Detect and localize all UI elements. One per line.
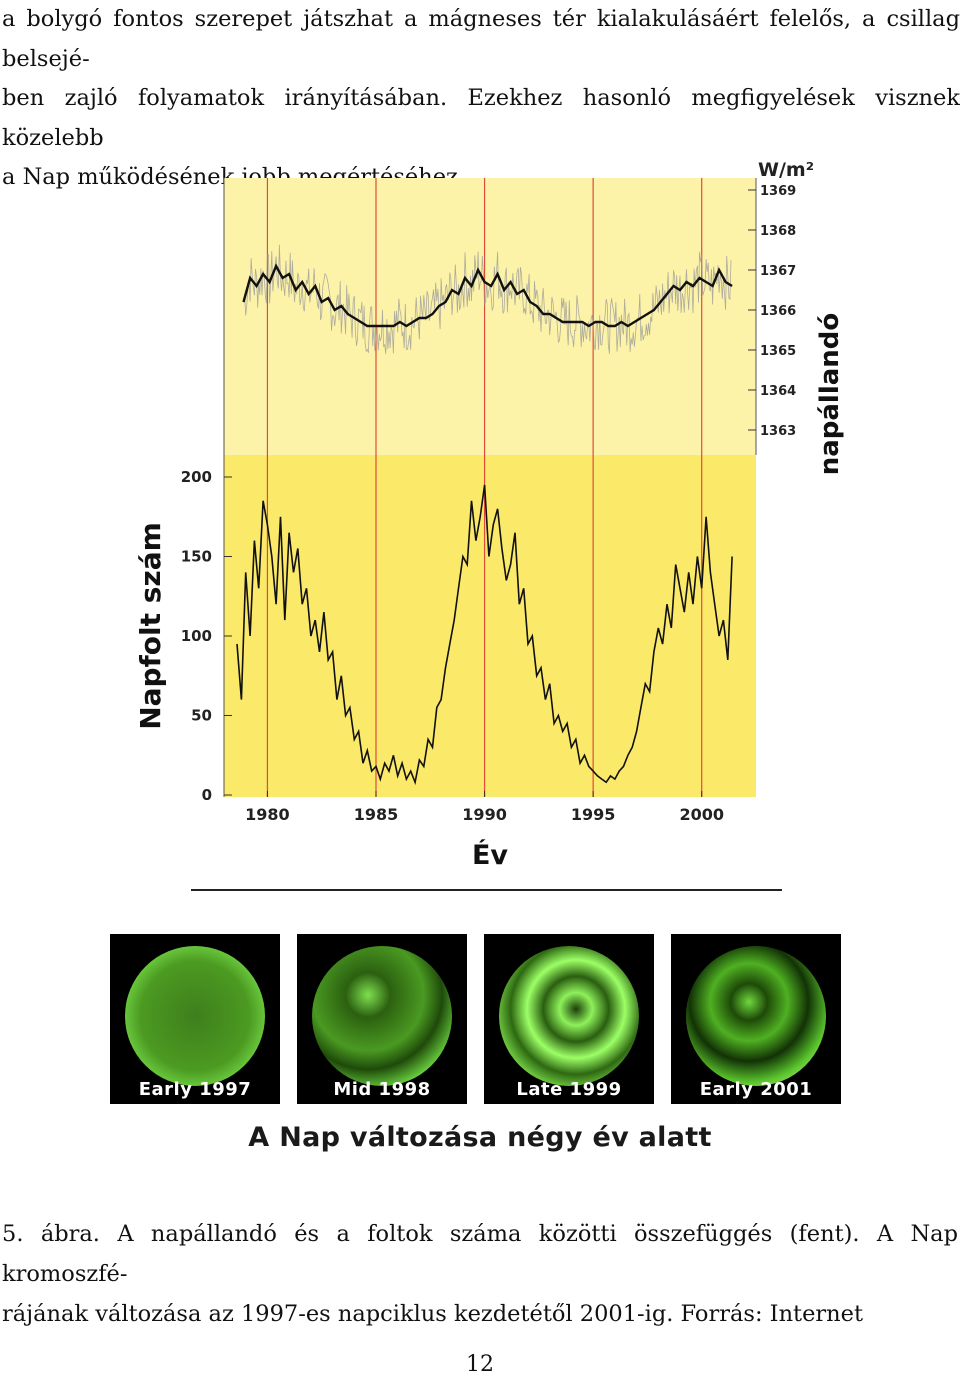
irradiance-tick-label: 1368 (760, 224, 796, 239)
irradiance-tick-label: 1366 (760, 304, 796, 319)
figure-divider (191, 889, 782, 891)
sun-image-mid-1998: Mid 1998 (297, 934, 467, 1104)
sunspot-tick-label: 150 (181, 548, 212, 566)
sun-images-title: A Nap változása négy év alatt (248, 1122, 712, 1153)
sunspot-axis-label: Napfolt szám (134, 522, 167, 730)
sunspot-tick-label: 100 (181, 627, 212, 645)
irradiance-tick-label: 1363 (760, 424, 796, 439)
irradiance-tick-label: 1367 (760, 264, 796, 279)
x-axis-label: Év (472, 839, 508, 871)
irradiance-tick-label: 1369 (760, 184, 796, 199)
sunspot-tick-label: 200 (181, 468, 212, 486)
figure-caption: 5. ábra. A napállandó és a foltok száma … (2, 1214, 958, 1334)
paragraph-line: ben zajló folyamatok irányításában. Ezek… (2, 85, 960, 151)
x-tick-label: 1990 (462, 805, 507, 824)
irradiance-tick-label: 1364 (760, 384, 796, 399)
irradiance-unit-label: W/m² (758, 159, 814, 181)
caption-line: 5. ábra. A napállandó és a foltok száma … (2, 1221, 958, 1287)
sun-chromosphere-icon (686, 946, 826, 1086)
solar-chart: 1363 1364 1365 1366 1367 1368 1369 W/m² napállan… (134, 159, 845, 871)
sun-image-label: Late 1999 (516, 1079, 622, 1100)
irradiance-axis-label: napállandó (815, 313, 845, 476)
x-tick-label: 2000 (679, 805, 724, 824)
irradiance-tick-label: 1365 (760, 344, 796, 359)
x-tick-label: 1980 (245, 805, 290, 824)
irradiance-daily-trace (243, 244, 732, 354)
paragraph-line: a bolygó fontos szerepet játszhat a mágn… (2, 6, 960, 72)
irradiance-panel (224, 178, 756, 455)
sun-image-label: Mid 1998 (333, 1079, 431, 1100)
x-tick-label: 1985 (354, 805, 399, 824)
sun-chromosphere-icon (125, 946, 265, 1086)
sun-chromosphere-icon (312, 946, 452, 1086)
x-tick-label: 1995 (571, 805, 616, 824)
sun-chromosphere-icon (499, 946, 639, 1086)
irradiance-series-line (242, 263, 733, 328)
caption-line: rájának változása az 1997-es napciklus k… (2, 1301, 864, 1327)
sunspot-panel (224, 455, 756, 797)
sun-image-early-1997: Early 1997 (110, 934, 280, 1104)
sun-image-early-2001: Early 2001 (671, 934, 841, 1104)
sun-image-late-1999: Late 1999 (484, 934, 654, 1104)
sunspot-series-line (236, 484, 733, 786)
sunspot-tick-label: 0 (202, 786, 212, 804)
sun-image-label: Early 2001 (699, 1079, 813, 1100)
sunspot-tick-label: 50 (191, 707, 212, 725)
sun-image-label: Early 1997 (138, 1079, 252, 1100)
page-number: 12 (466, 1352, 494, 1377)
sun-image-row: Early 1997 Mid 1998 Late 1999 Early 2001 (0, 934, 960, 1104)
